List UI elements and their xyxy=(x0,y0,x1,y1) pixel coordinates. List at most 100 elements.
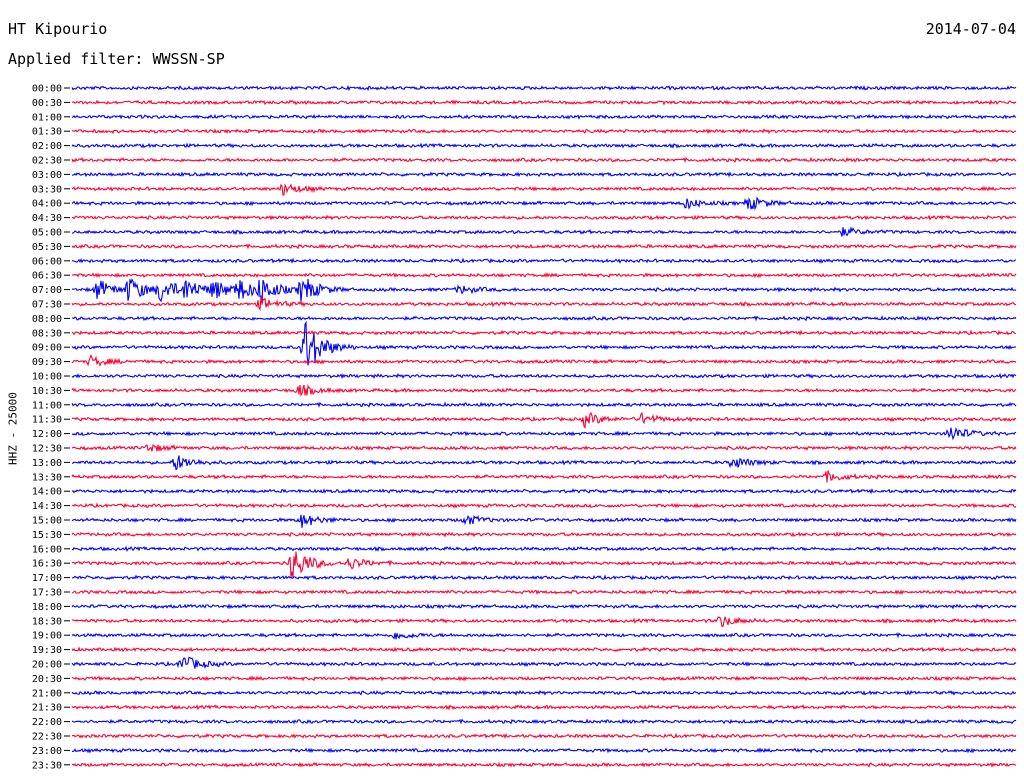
trace-row-0430 xyxy=(71,214,1017,221)
row-time-label: 11:30 xyxy=(32,415,62,426)
trace-row-0200 xyxy=(71,142,1017,149)
row-time-label: 03:00 xyxy=(32,170,62,181)
row-time-label: 02:00 xyxy=(32,141,62,152)
row-time-label: 21:30 xyxy=(32,703,62,714)
row-time-label: 03:30 xyxy=(32,184,62,195)
trace-row-1830 xyxy=(71,616,1017,627)
row-time-label: 14:00 xyxy=(32,487,62,498)
row-time-label: 08:00 xyxy=(32,314,62,325)
trace-row-1200 xyxy=(71,427,1017,441)
row-time-label: 00:30 xyxy=(32,98,62,109)
trace-row-2100 xyxy=(71,689,1017,696)
trace-row-1700 xyxy=(71,574,1017,581)
trace-row-1930 xyxy=(71,646,1017,653)
row-time-label: 12:30 xyxy=(32,444,62,455)
row-time-label: 22:30 xyxy=(32,732,62,743)
seismic-traces xyxy=(71,84,1017,768)
row-time-label: 10:30 xyxy=(32,386,62,397)
trace-row-1530 xyxy=(71,531,1017,538)
row-time-label: 19:30 xyxy=(32,645,62,656)
row-time-label: 23:00 xyxy=(32,746,62,757)
trace-row-1400 xyxy=(71,488,1017,495)
trace-row-2030 xyxy=(71,675,1017,682)
row-time-label: 19:00 xyxy=(32,631,62,642)
row-time-label: 07:00 xyxy=(32,285,62,296)
trace-row-1500 xyxy=(71,514,1017,528)
trace-row-1600 xyxy=(71,545,1017,553)
row-time-label: 08:30 xyxy=(32,328,62,339)
trace-row-0230 xyxy=(71,156,1017,164)
row-time-label: 05:30 xyxy=(32,242,62,253)
trace-row-0300 xyxy=(71,171,1017,178)
row-time-label: 11:00 xyxy=(32,400,62,411)
row-time-label: 20:00 xyxy=(32,660,62,671)
row-time-label: 04:30 xyxy=(32,213,62,224)
trace-row-0000 xyxy=(71,84,1017,92)
row-time-label: 13:00 xyxy=(32,458,62,469)
row-time-label: 22:00 xyxy=(32,717,62,728)
trace-row-0600 xyxy=(71,257,1017,264)
row-time-label: 12:00 xyxy=(32,429,62,440)
row-time-label: 04:00 xyxy=(32,199,62,210)
trace-row-0630 xyxy=(71,272,1017,279)
trace-row-0330 xyxy=(71,183,1017,196)
row-time-label: 01:00 xyxy=(32,112,62,123)
row-time-label: 15:00 xyxy=(32,516,62,527)
trace-row-1630 xyxy=(71,551,1017,578)
row-time-label: 18:00 xyxy=(32,602,62,613)
trace-row-0100 xyxy=(71,113,1017,120)
row-time-label: 18:30 xyxy=(32,616,62,627)
trace-row-1430 xyxy=(71,502,1017,509)
row-time-label: 14:30 xyxy=(32,501,62,512)
trace-row-0930 xyxy=(71,353,1017,367)
station-title: HT Kipourio xyxy=(8,20,108,38)
row-time-label: 00:00 xyxy=(32,84,62,95)
record-date: 2014-07-04 xyxy=(925,20,1016,38)
trace-row-0400 xyxy=(71,196,1017,211)
trace-row-1000 xyxy=(71,372,1017,380)
row-time-label: 07:30 xyxy=(32,300,62,311)
trace-row-2130 xyxy=(71,704,1017,711)
trace-row-0500 xyxy=(72,225,1017,237)
time-tick-labels: 00:00 00:30 01:00 01:30 02:00 02:30 03:00 03:30… xyxy=(32,84,70,771)
trace-row-0700 xyxy=(71,278,1017,303)
trace-row-0530 xyxy=(71,243,1017,250)
row-time-label: 16:30 xyxy=(32,559,62,570)
trace-row-1030 xyxy=(71,384,1017,397)
trace-row-2230 xyxy=(71,732,1017,740)
trace-row-1230 xyxy=(71,444,1017,452)
trace-row-2000 xyxy=(71,656,1017,670)
trace-row-1300 xyxy=(72,455,1017,471)
trace-row-0800 xyxy=(71,315,1017,322)
row-time-label: 23:30 xyxy=(32,760,62,771)
row-time-label: 20:30 xyxy=(32,674,62,685)
row-time-label: 10:00 xyxy=(32,372,62,383)
trace-row-1730 xyxy=(71,588,1017,596)
trace-row-1100 xyxy=(71,401,1017,408)
row-time-label: 02:30 xyxy=(32,156,62,167)
row-time-label: 09:30 xyxy=(32,357,62,368)
row-time-label: 06:30 xyxy=(32,271,62,282)
trace-row-0830 xyxy=(71,329,1017,336)
trace-row-1130 xyxy=(71,411,1017,430)
row-time-label: 15:30 xyxy=(32,530,62,541)
trace-row-0730 xyxy=(71,296,1017,312)
row-time-label: 13:30 xyxy=(32,472,62,483)
row-time-label: 06:00 xyxy=(32,256,62,267)
trace-row-2200 xyxy=(71,718,1017,725)
row-time-label: 17:00 xyxy=(32,573,62,584)
trace-row-1900 xyxy=(71,632,1017,640)
trace-row-2330 xyxy=(71,761,1016,768)
trace-row-0900 xyxy=(71,320,1017,366)
trace-row-0030 xyxy=(71,99,1017,106)
trace-row-0130 xyxy=(71,128,1017,135)
trace-row-1330 xyxy=(71,470,1017,483)
row-time-label: 01:30 xyxy=(32,127,62,138)
row-time-label: 16:00 xyxy=(32,544,62,555)
row-time-label: 21:00 xyxy=(32,688,62,699)
trace-row-1800 xyxy=(71,603,1017,610)
row-time-label: 09:00 xyxy=(32,343,62,354)
row-time-label: 17:30 xyxy=(32,588,62,599)
filter-label: Applied filter: WWSSN-SP xyxy=(8,50,225,68)
